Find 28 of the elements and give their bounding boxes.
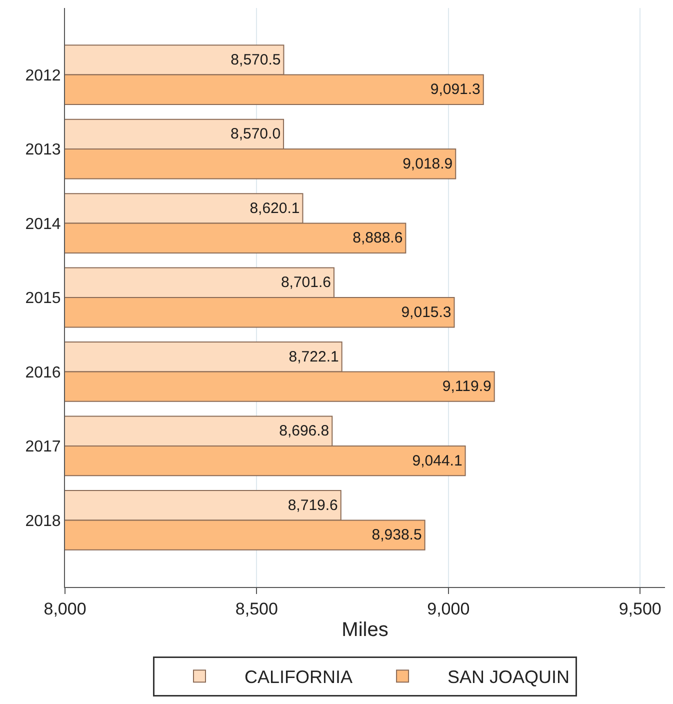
x-tick-label: 8,000 — [44, 599, 86, 618]
data-label: 8,719.6 — [288, 496, 338, 514]
data-label: 8,620.1 — [250, 200, 300, 217]
y-tick-label: 2013 — [25, 142, 61, 159]
data-label: 9,119.9 — [442, 378, 492, 396]
data-label: 9,091.3 — [430, 81, 480, 98]
x-tick-label: 9,500 — [618, 599, 662, 618]
data-label: 8,722.1 — [288, 348, 339, 366]
data-label: 8,938.5 — [372, 526, 422, 544]
y-tick-label: 2015 — [25, 290, 61, 308]
x-tick-label: 9,000 — [427, 599, 470, 618]
data-label: 9,044.1 — [412, 452, 462, 470]
y-tick-label: 2012 — [25, 67, 61, 84]
x-tick-label: 8,500 — [235, 599, 278, 618]
legend-label: CALIFORNIA — [244, 667, 353, 688]
data-label: 8,570.5 — [230, 51, 281, 68]
y-tick-label: 2018 — [25, 512, 61, 530]
x-axis-title: Miles — [342, 618, 388, 641]
legend-label: SAN JOAQUIN — [448, 667, 570, 688]
data-label: 8,701.6 — [280, 274, 331, 292]
data-label: 9,018.9 — [402, 155, 453, 172]
data-label: 8,570.0 — [230, 126, 281, 143]
data-label: 9,015.3 — [401, 304, 452, 321]
y-tick-label: 2014 — [25, 216, 61, 233]
y-tick-label: 2017 — [25, 438, 61, 456]
y-tick-label: 2016 — [25, 364, 61, 382]
data-label: 8,888.6 — [352, 230, 403, 247]
data-label: 8,696.8 — [279, 422, 330, 440]
